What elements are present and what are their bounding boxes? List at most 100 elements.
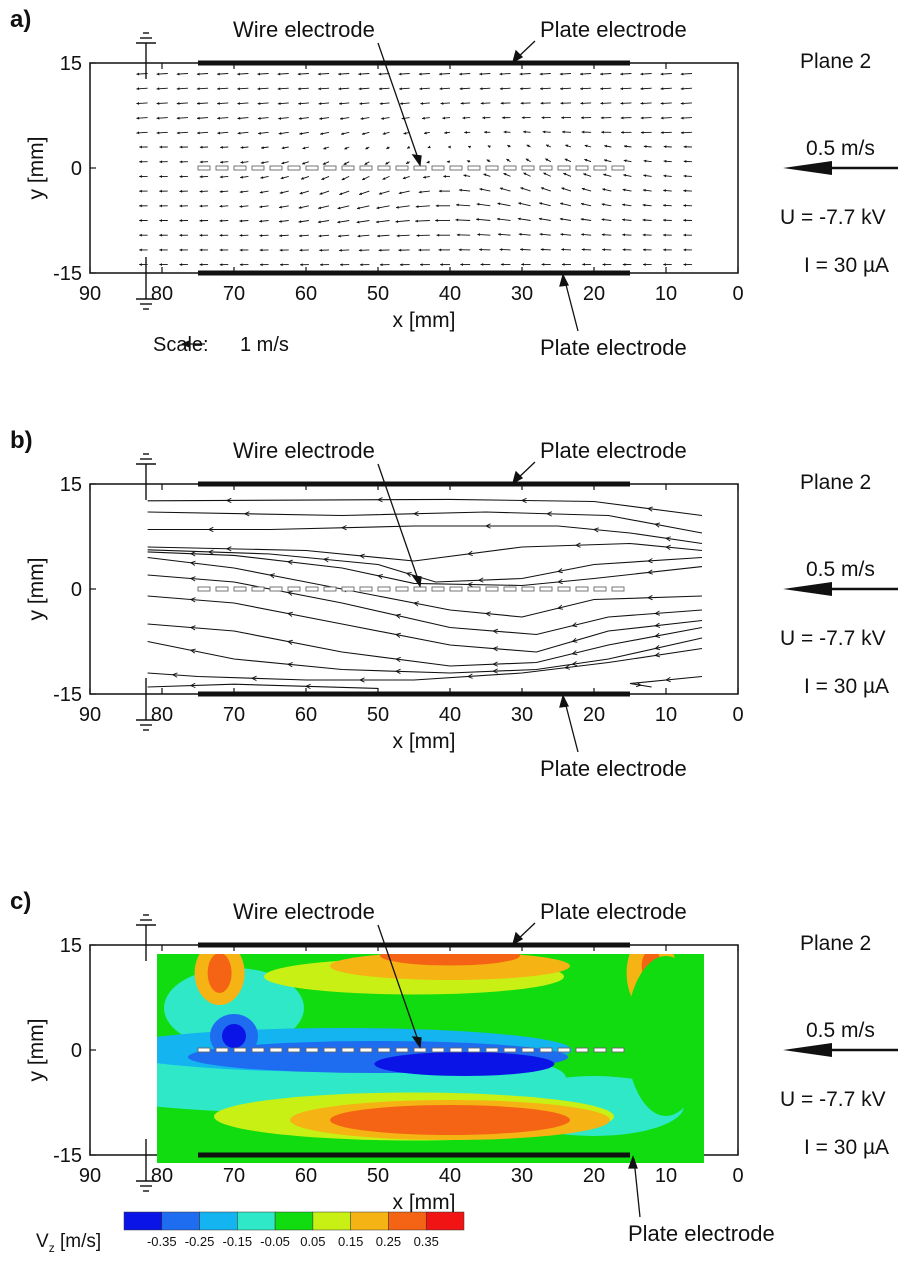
x-tick-label: 70 (223, 1165, 245, 1187)
vector-arrowhead (281, 146, 285, 150)
label-pointers (377, 461, 579, 753)
vector-arrowhead (139, 219, 142, 222)
streamline (147, 595, 703, 653)
vector-arrowhead (500, 263, 504, 266)
vector-arrowhead (343, 162, 347, 165)
vector-arrowhead (423, 175, 426, 179)
vector-arrowhead (159, 219, 162, 222)
velocity-vectors (136, 72, 692, 267)
streamline-arrow (225, 546, 232, 552)
vector-arrowhead (386, 146, 390, 149)
streamline (147, 511, 703, 534)
vector-arrowhead (199, 204, 203, 208)
colorbar-swatch (123, 1211, 163, 1231)
vector-arrowhead (340, 132, 344, 136)
vector-arrowhead (660, 101, 664, 105)
ground-symbol (136, 914, 156, 961)
vector-arrowhead (602, 248, 605, 252)
vector-arrowhead (601, 218, 605, 222)
vector-arrowhead (159, 248, 162, 252)
vector-arrowhead (298, 234, 302, 238)
streamline-arrow (546, 511, 552, 517)
vector-arrowhead (443, 174, 446, 178)
vector-arrowhead (521, 263, 524, 266)
vector-arrowhead (620, 72, 623, 76)
vector-arrowhead (559, 217, 563, 221)
vector-arrowhead (239, 248, 243, 252)
vector-arrowhead (237, 131, 241, 135)
vector-arrowhead (299, 132, 303, 135)
streamline-arrow (571, 622, 578, 628)
streamline-arrow (405, 572, 412, 577)
ground-symbol (136, 32, 156, 79)
vector-arrowhead (136, 131, 140, 135)
vector-arrowhead (359, 102, 363, 106)
streamline-arrow (492, 668, 498, 674)
plate-electrode-top-label: Plate electrode (540, 17, 687, 42)
vector-arrowhead (622, 203, 626, 207)
vector-arrowhead (322, 162, 326, 165)
vector-arrowhead (139, 160, 142, 164)
streamline (147, 498, 703, 517)
plate-electrode-top-label: Plate electrode (540, 438, 687, 463)
vector-arrowhead (499, 248, 503, 251)
vector-arrowhead (601, 233, 605, 237)
colorbar-tick-label: 0.05 (300, 1234, 325, 1249)
y-axis-label: y [mm] (25, 558, 48, 621)
colorbar-swatch (237, 1211, 276, 1231)
vector-arrowhead (139, 145, 142, 149)
vector-arrowhead (338, 102, 342, 106)
vector-arrowhead (217, 131, 221, 135)
wire-electrode-label: Wire electrode (233, 17, 375, 42)
vector-arrowhead (358, 248, 362, 252)
x-tick-label: 80 (151, 283, 173, 305)
vector-arrowhead (580, 217, 584, 221)
vector-arrowhead (217, 87, 220, 91)
vector-arrowhead (580, 202, 584, 206)
ground-symbol (136, 1139, 156, 1192)
streamline (147, 637, 703, 674)
vector-arrowhead (559, 72, 563, 76)
vector-arrowhead (280, 176, 284, 180)
x-tick-label: 20 (583, 283, 605, 305)
vector-arrowhead (199, 145, 203, 149)
colorbar-swatch (274, 1211, 314, 1231)
streamline (147, 551, 703, 587)
vector-arrowhead (356, 220, 360, 224)
vector-arrowhead (261, 146, 264, 150)
y-tick-label: 15 (60, 53, 82, 75)
vector-arrowhead (378, 192, 382, 195)
vector-arrowhead (446, 160, 450, 164)
x-tick-label: 10 (655, 283, 677, 305)
colorbar: -0.35 -0.25 -0.15 -0.05 0.05 0.15 0.25 0.35 Vz [… (36, 1211, 465, 1255)
streamline (147, 683, 379, 689)
contour-region (374, 1052, 555, 1076)
vector-arrowhead (426, 160, 430, 164)
vector-arrowhead (278, 219, 282, 223)
streamline-arrow (477, 577, 484, 583)
vector-arrowhead (466, 160, 470, 163)
vector-arrowhead (464, 130, 468, 134)
vector-arrowhead (156, 87, 160, 91)
vector-arrowhead (479, 72, 483, 76)
vector-arrowhead (320, 263, 323, 267)
vz-contour (157, 954, 704, 1163)
vector-arrowhead (499, 187, 503, 191)
streamline-arrow (646, 595, 653, 601)
vector-arrowhead (217, 116, 220, 120)
vector-arrowhead (540, 87, 543, 91)
vector-arrowhead (360, 117, 364, 120)
streamline-arrow (646, 506, 653, 512)
vector-arrowhead (640, 72, 644, 76)
streamline-arrow (654, 645, 661, 651)
vector-arrowhead (458, 248, 462, 252)
plane-label: Plane 2 (800, 932, 871, 955)
x-tick-label: 20 (583, 704, 605, 726)
vector-arrowhead (259, 234, 263, 237)
vector-arrowhead (683, 233, 687, 237)
vector-arrowhead (277, 72, 281, 76)
vector-arrowhead (398, 72, 402, 76)
vector-arrowhead (561, 116, 564, 120)
vector-arrowhead (540, 248, 544, 251)
